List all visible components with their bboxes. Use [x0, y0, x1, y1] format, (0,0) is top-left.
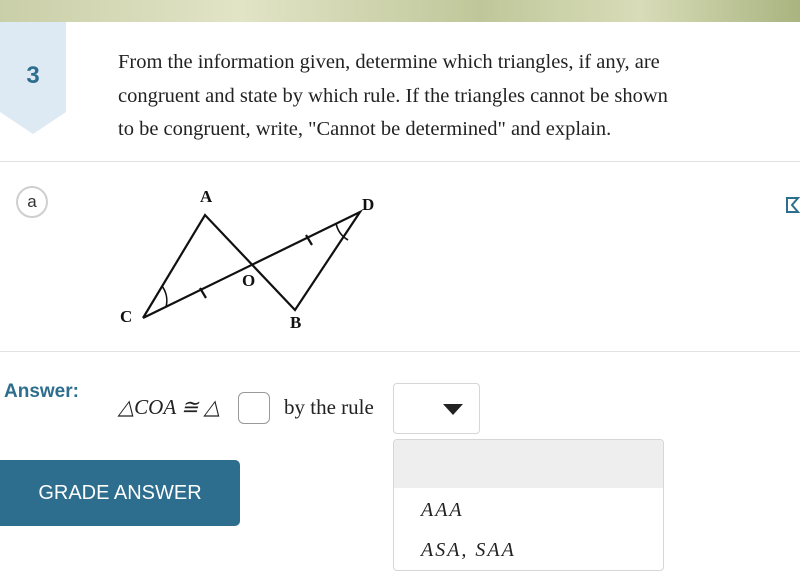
question-text: From the information given, determine wh… — [118, 46, 668, 147]
vertex-label: B — [290, 313, 301, 332]
arrow-shape — [443, 404, 463, 415]
grade-button[interactable]: GRADE ANSWER — [0, 460, 240, 526]
dropdown-option[interactable]: AAA — [421, 499, 464, 521]
angle-arc — [161, 285, 168, 308]
angle-arc — [335, 222, 349, 241]
question-tab — [0, 22, 66, 134]
vertex-label: D — [362, 195, 374, 214]
rule-text: by the rule — [284, 395, 374, 419]
vertex-label: A — [200, 187, 213, 206]
text-line: to be congruent, write, "Cannot be deter… — [118, 118, 612, 140]
vertex-label: O — [242, 271, 255, 290]
question-number: 3 — [26, 62, 40, 89]
text-line: congruent and state by which rule. If th… — [118, 84, 668, 107]
dropdown-list: AAA ASA, SAA — [393, 439, 664, 571]
tab-shape — [0, 22, 66, 134]
dropdown-option-empty[interactable] — [394, 440, 663, 488]
figure-lines — [142, 209, 364, 319]
dropdown-arrow — [443, 404, 463, 415]
answer-label: Answer: — [4, 381, 79, 402]
answer-input[interactable] — [238, 392, 270, 424]
dropdown-option[interactable]: ASA, SAA — [421, 539, 516, 561]
tick — [199, 287, 207, 299]
text-line: From the information given, determine wh… — [118, 51, 660, 73]
part-label: a — [16, 186, 48, 218]
tick — [305, 234, 313, 246]
answer-expression: △COA ≅ △ — [118, 395, 221, 419]
separator — [0, 161, 800, 162]
separator — [0, 351, 800, 352]
side-icon[interactable] — [784, 195, 800, 215]
figure: A D O C B — [120, 187, 374, 332]
banner — [0, 0, 800, 22]
triangle-lines — [142, 209, 364, 319]
vertex-label: C — [120, 307, 132, 326]
icon-shape — [786, 197, 800, 213]
rule-dropdown[interactable] — [393, 383, 480, 434]
